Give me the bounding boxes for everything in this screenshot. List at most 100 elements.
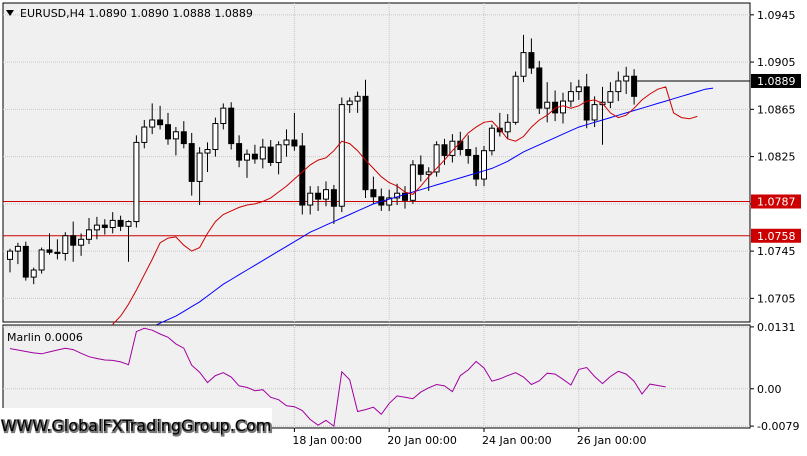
time-tick-label: 24 Jan 00:00 xyxy=(482,434,552,447)
candle-down xyxy=(362,95,369,191)
candle-up xyxy=(38,249,45,271)
candle-down xyxy=(101,224,108,228)
candle-down xyxy=(528,52,535,69)
candle-up xyxy=(109,219,116,228)
candle-up xyxy=(141,126,148,143)
candle-up xyxy=(275,144,282,163)
candle-up xyxy=(567,91,574,102)
candle-up xyxy=(14,245,21,252)
candle-down xyxy=(70,235,77,246)
moving-average-lines xyxy=(112,86,714,331)
candle-down xyxy=(180,131,187,145)
candle-up xyxy=(93,224,100,231)
candle-down xyxy=(188,143,195,182)
candle-down xyxy=(402,192,408,201)
indicator-axis: 0.0131 0.00 -0.0079 xyxy=(750,321,799,433)
price-tick-label: 1.0945 xyxy=(757,9,796,22)
price-tick-label: 1.0825 xyxy=(757,151,796,164)
level-price-tag-label: 1.0787 xyxy=(757,195,796,208)
candle-up xyxy=(623,75,630,82)
candle-up xyxy=(212,123,219,151)
price-gridlines xyxy=(3,3,750,322)
price-tick-label: 1.0705 xyxy=(757,292,796,305)
candle-up xyxy=(172,131,179,140)
candle-up xyxy=(283,139,290,146)
candle-down xyxy=(291,139,298,147)
candle-up xyxy=(520,52,527,77)
watermark-background xyxy=(0,408,272,452)
candle-up xyxy=(481,150,487,180)
watermark: WWW.GlobalFXTradingGroup.Com WWW.GlobalF… xyxy=(0,408,273,452)
candle-down xyxy=(251,153,258,160)
collapse-triangle-icon[interactable] xyxy=(6,10,14,16)
candle-down xyxy=(583,86,590,121)
candle-down xyxy=(370,189,377,198)
indicator-tick-label: 0.00 xyxy=(757,383,782,396)
level-price-tag xyxy=(751,228,801,243)
marlin-oscillator xyxy=(9,327,666,427)
candle-up xyxy=(591,104,598,121)
horizontal-levels[interactable] xyxy=(3,200,750,237)
candle-down xyxy=(417,164,424,175)
candle-down xyxy=(315,192,322,200)
candle-up xyxy=(7,250,13,260)
level-price-tag-label: 1.0758 xyxy=(757,230,796,243)
price-panel[interactable] xyxy=(2,2,751,323)
candle-up xyxy=(62,235,69,254)
price-tick-label: 1.0905 xyxy=(757,56,796,69)
candle-up xyxy=(259,146,266,160)
candle-up xyxy=(425,171,432,175)
candle-up xyxy=(560,100,566,114)
candle-up xyxy=(244,153,250,161)
candle-up xyxy=(78,238,85,246)
candle-up xyxy=(354,95,361,102)
candle-up xyxy=(512,75,519,123)
candlestick-series xyxy=(7,34,638,285)
indicator-tick-label: -0.0079 xyxy=(757,420,799,433)
candle-down xyxy=(22,245,29,278)
candle-up xyxy=(86,229,92,240)
watermark-shadow: WWW.GlobalFXTradingGroup.Com xyxy=(2,417,273,436)
candle-up xyxy=(615,80,622,93)
time-tick-label: 26 Jan 00:00 xyxy=(577,434,647,447)
candle-up xyxy=(220,107,227,125)
candle-up xyxy=(133,141,140,223)
candle-up xyxy=(575,86,582,93)
candle-down xyxy=(228,107,235,145)
candle-down xyxy=(165,124,171,140)
level-price-tag xyxy=(751,194,801,209)
candle-down xyxy=(441,144,448,156)
candle-up xyxy=(149,119,156,128)
candle-down xyxy=(46,249,53,253)
watermark-text: WWW.GlobalFXTradingGroup.Com xyxy=(1,416,272,435)
candle-down xyxy=(267,146,274,164)
candle-up xyxy=(323,189,329,200)
candle-up xyxy=(607,91,614,103)
current-price-tag-label: 1.0889 xyxy=(757,75,796,88)
moving-average-blue xyxy=(144,87,714,331)
candle-up xyxy=(544,101,551,109)
candle-up xyxy=(307,192,314,206)
candle-down xyxy=(631,75,638,97)
indicator-label: Marlin 0.0006 xyxy=(7,331,83,344)
candle-down xyxy=(330,189,337,207)
candle-down xyxy=(465,149,472,156)
candle-up xyxy=(433,144,440,173)
candle-up xyxy=(338,104,345,207)
candle-down xyxy=(536,67,543,109)
marlin-line xyxy=(9,327,666,427)
candle-up xyxy=(488,127,495,152)
symbol-header: EURUSD,H4 1.0890 1.0890 1.0888 1.0889 xyxy=(20,7,253,20)
candle-up xyxy=(204,149,211,154)
candle-down xyxy=(157,119,164,126)
price-tick-label: 1.0865 xyxy=(757,103,796,116)
candle-up xyxy=(504,121,511,133)
candle-up xyxy=(196,152,203,182)
candle-up xyxy=(386,197,393,206)
price-tags: 1.0787 1.0758 1.0889 xyxy=(637,73,801,243)
moving-average-red xyxy=(112,86,698,325)
candle-up xyxy=(409,164,416,201)
current-price-tag xyxy=(751,73,801,88)
